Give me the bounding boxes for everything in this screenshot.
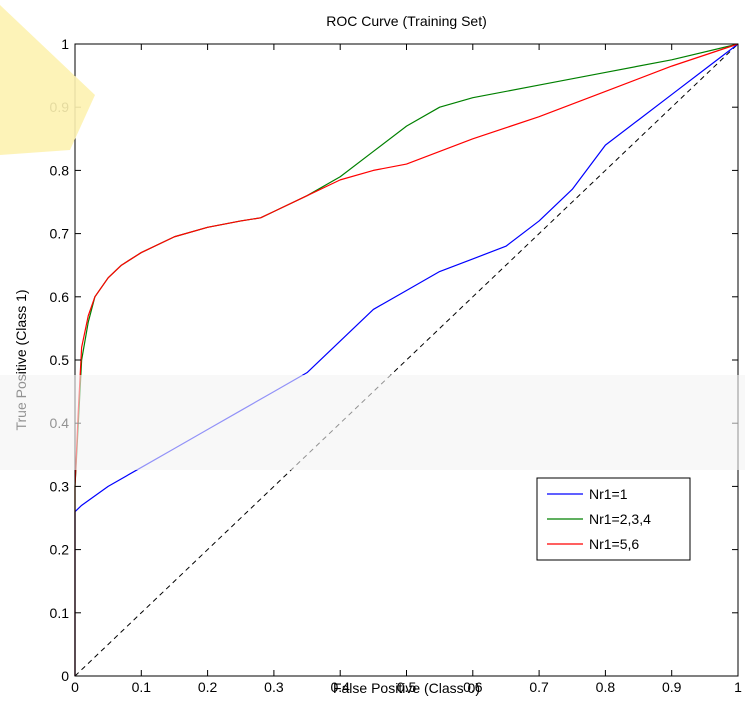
legend-label: Nr1=2,3,4: [589, 511, 651, 527]
y-tick-label: 0.8: [50, 162, 70, 178]
y-tick-label: 0.3: [50, 478, 70, 494]
legend-label: Nr1=5,6: [589, 536, 639, 552]
series-line-3: [74, 43, 739, 676]
x-tick-label: 0.1: [132, 679, 152, 695]
x-tick-label: 1: [734, 679, 742, 695]
x-tick-label: 0.9: [662, 679, 682, 695]
y-tick-label: 0: [61, 668, 69, 684]
x-tick-label: 0.5: [397, 679, 417, 695]
y-tick-label: 0.2: [50, 542, 70, 558]
chart-title: ROC Curve (Training Set): [326, 13, 487, 29]
x-tick-label: 0.7: [529, 679, 549, 695]
axis-ticks: 0 0.1 0.2 0.3 0.4 0.5 0.6 0.7 0.8 0.9 1 0 0.1 0.2 0.3 0…: [50, 36, 743, 695]
y-tick-label: 0.5: [50, 352, 70, 368]
legend-label: Nr1=1: [589, 486, 628, 502]
series-line-1: [74, 43, 739, 676]
plot-marks: [74, 43, 739, 677]
y-tick-label: 0.6: [50, 289, 70, 305]
y-tick-label: 0.9: [50, 99, 70, 115]
x-axis-label: False Positive (Class 0): [333, 680, 480, 696]
y-tick-label: 1: [61, 36, 69, 52]
legend: Nr1=1 Nr1=2,3,4 Nr1=5,6: [536, 477, 691, 561]
x-tick-label: 0: [71, 679, 79, 695]
x-tick-label: 0.3: [264, 679, 284, 695]
x-tick-label: 0.6: [463, 679, 483, 695]
y-tick-label: 0.1: [50, 605, 70, 621]
x-tick-label: 0.8: [596, 679, 616, 695]
x-tick-label: 0.2: [198, 679, 218, 695]
x-tick-label: 0.4: [330, 679, 350, 695]
y-tick-label: 0.4: [50, 415, 70, 431]
y-axis-label: True Positive (Class 1): [13, 289, 29, 430]
diagonal-reference-line: [74, 43, 739, 677]
y-tick-label: 0.7: [50, 226, 70, 242]
